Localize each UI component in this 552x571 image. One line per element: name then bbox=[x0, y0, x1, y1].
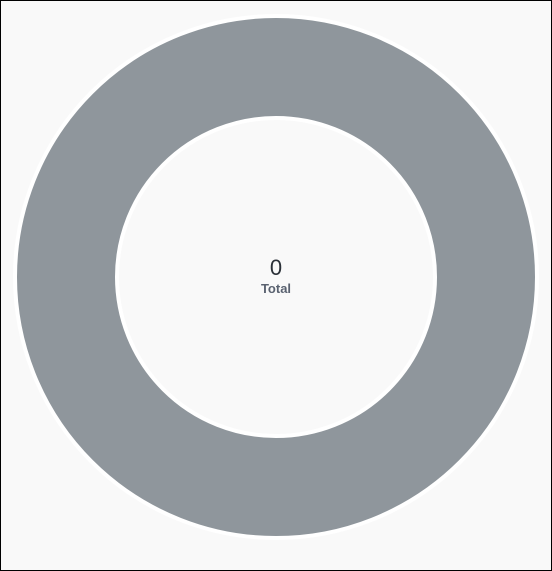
donut-empty-ring bbox=[12, 14, 540, 540]
